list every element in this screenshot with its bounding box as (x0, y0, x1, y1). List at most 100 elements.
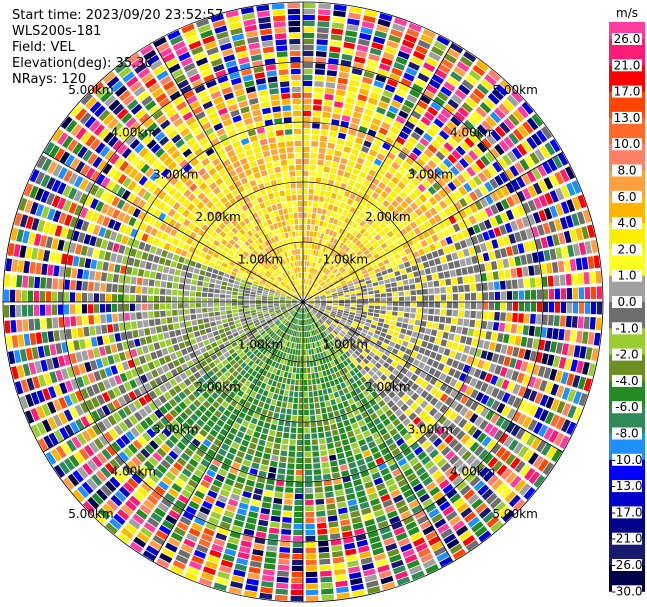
gate (267, 410, 274, 418)
gate (338, 507, 348, 515)
gate (244, 414, 252, 422)
gate (391, 348, 399, 355)
gate (530, 313, 536, 324)
gate (248, 566, 261, 574)
gate (349, 6, 363, 14)
gate (429, 336, 436, 343)
gate (291, 300, 298, 302)
gate (417, 100, 428, 110)
gate (268, 278, 274, 283)
gate (172, 359, 180, 367)
gate (281, 529, 292, 535)
gate (473, 264, 480, 273)
gate (370, 260, 377, 266)
gate (318, 289, 323, 293)
gate (196, 511, 208, 521)
gate (584, 302, 591, 314)
gate (309, 255, 313, 261)
gate (403, 72, 415, 82)
gate (440, 430, 450, 440)
gate (168, 450, 179, 460)
gate (170, 565, 184, 576)
gate (77, 268, 84, 279)
gate (195, 336, 203, 343)
gate (483, 453, 494, 465)
gate (485, 133, 497, 146)
gate (341, 260, 347, 266)
gate (510, 179, 521, 191)
gate (178, 401, 188, 410)
gate (327, 249, 333, 255)
gate (366, 344, 373, 351)
gate (429, 407, 438, 417)
gate (271, 509, 281, 516)
gate (337, 334, 343, 340)
gate (308, 299, 314, 301)
gate (508, 233, 517, 244)
gate (538, 179, 548, 193)
gate (228, 498, 239, 507)
gate (188, 332, 195, 339)
gate (309, 183, 315, 189)
gate (422, 525, 435, 536)
gate (319, 220, 324, 227)
gate (258, 283, 265, 287)
gate (463, 51, 477, 63)
gate (400, 510, 412, 520)
gate (43, 435, 54, 449)
gate (583, 316, 590, 329)
gate (181, 468, 192, 478)
gate (449, 515, 462, 527)
gate (251, 363, 258, 370)
gate (491, 478, 504, 491)
gate (321, 123, 330, 130)
gate (313, 269, 317, 275)
gate (177, 215, 186, 224)
gate (280, 332, 285, 338)
gate (430, 266, 437, 274)
gate (277, 425, 284, 432)
gate (128, 340, 135, 349)
gate (124, 275, 131, 284)
gate (298, 313, 301, 319)
gate (465, 539, 479, 552)
gate (305, 273, 308, 279)
gate (111, 303, 118, 312)
gate (339, 65, 351, 73)
gate (489, 178, 499, 189)
gate (75, 218, 84, 230)
gate (98, 227, 107, 238)
gate (248, 275, 255, 280)
gate (286, 295, 292, 298)
gate (352, 229, 359, 237)
gate (234, 456, 243, 464)
gate (463, 217, 472, 228)
gate (306, 306, 311, 311)
gate (226, 355, 234, 362)
gate (317, 365, 322, 372)
gate (536, 129, 548, 143)
gate (309, 165, 316, 171)
gate (450, 325, 457, 333)
gate (315, 269, 319, 276)
gate (275, 588, 288, 595)
gate (324, 254, 330, 261)
gate (507, 394, 516, 406)
gate (518, 290, 525, 300)
gate (393, 17, 408, 27)
gate (387, 222, 395, 230)
gate (420, 380, 429, 389)
gate (311, 274, 315, 280)
gate (232, 378, 239, 386)
gate (161, 497, 173, 508)
gate (139, 504, 152, 515)
gate (260, 330, 266, 336)
gate (282, 517, 292, 523)
gate (69, 157, 81, 170)
gate (590, 239, 598, 253)
gate (336, 264, 343, 270)
gate (335, 446, 344, 454)
gate (362, 430, 371, 438)
gate (452, 548, 466, 560)
gate (386, 288, 392, 293)
